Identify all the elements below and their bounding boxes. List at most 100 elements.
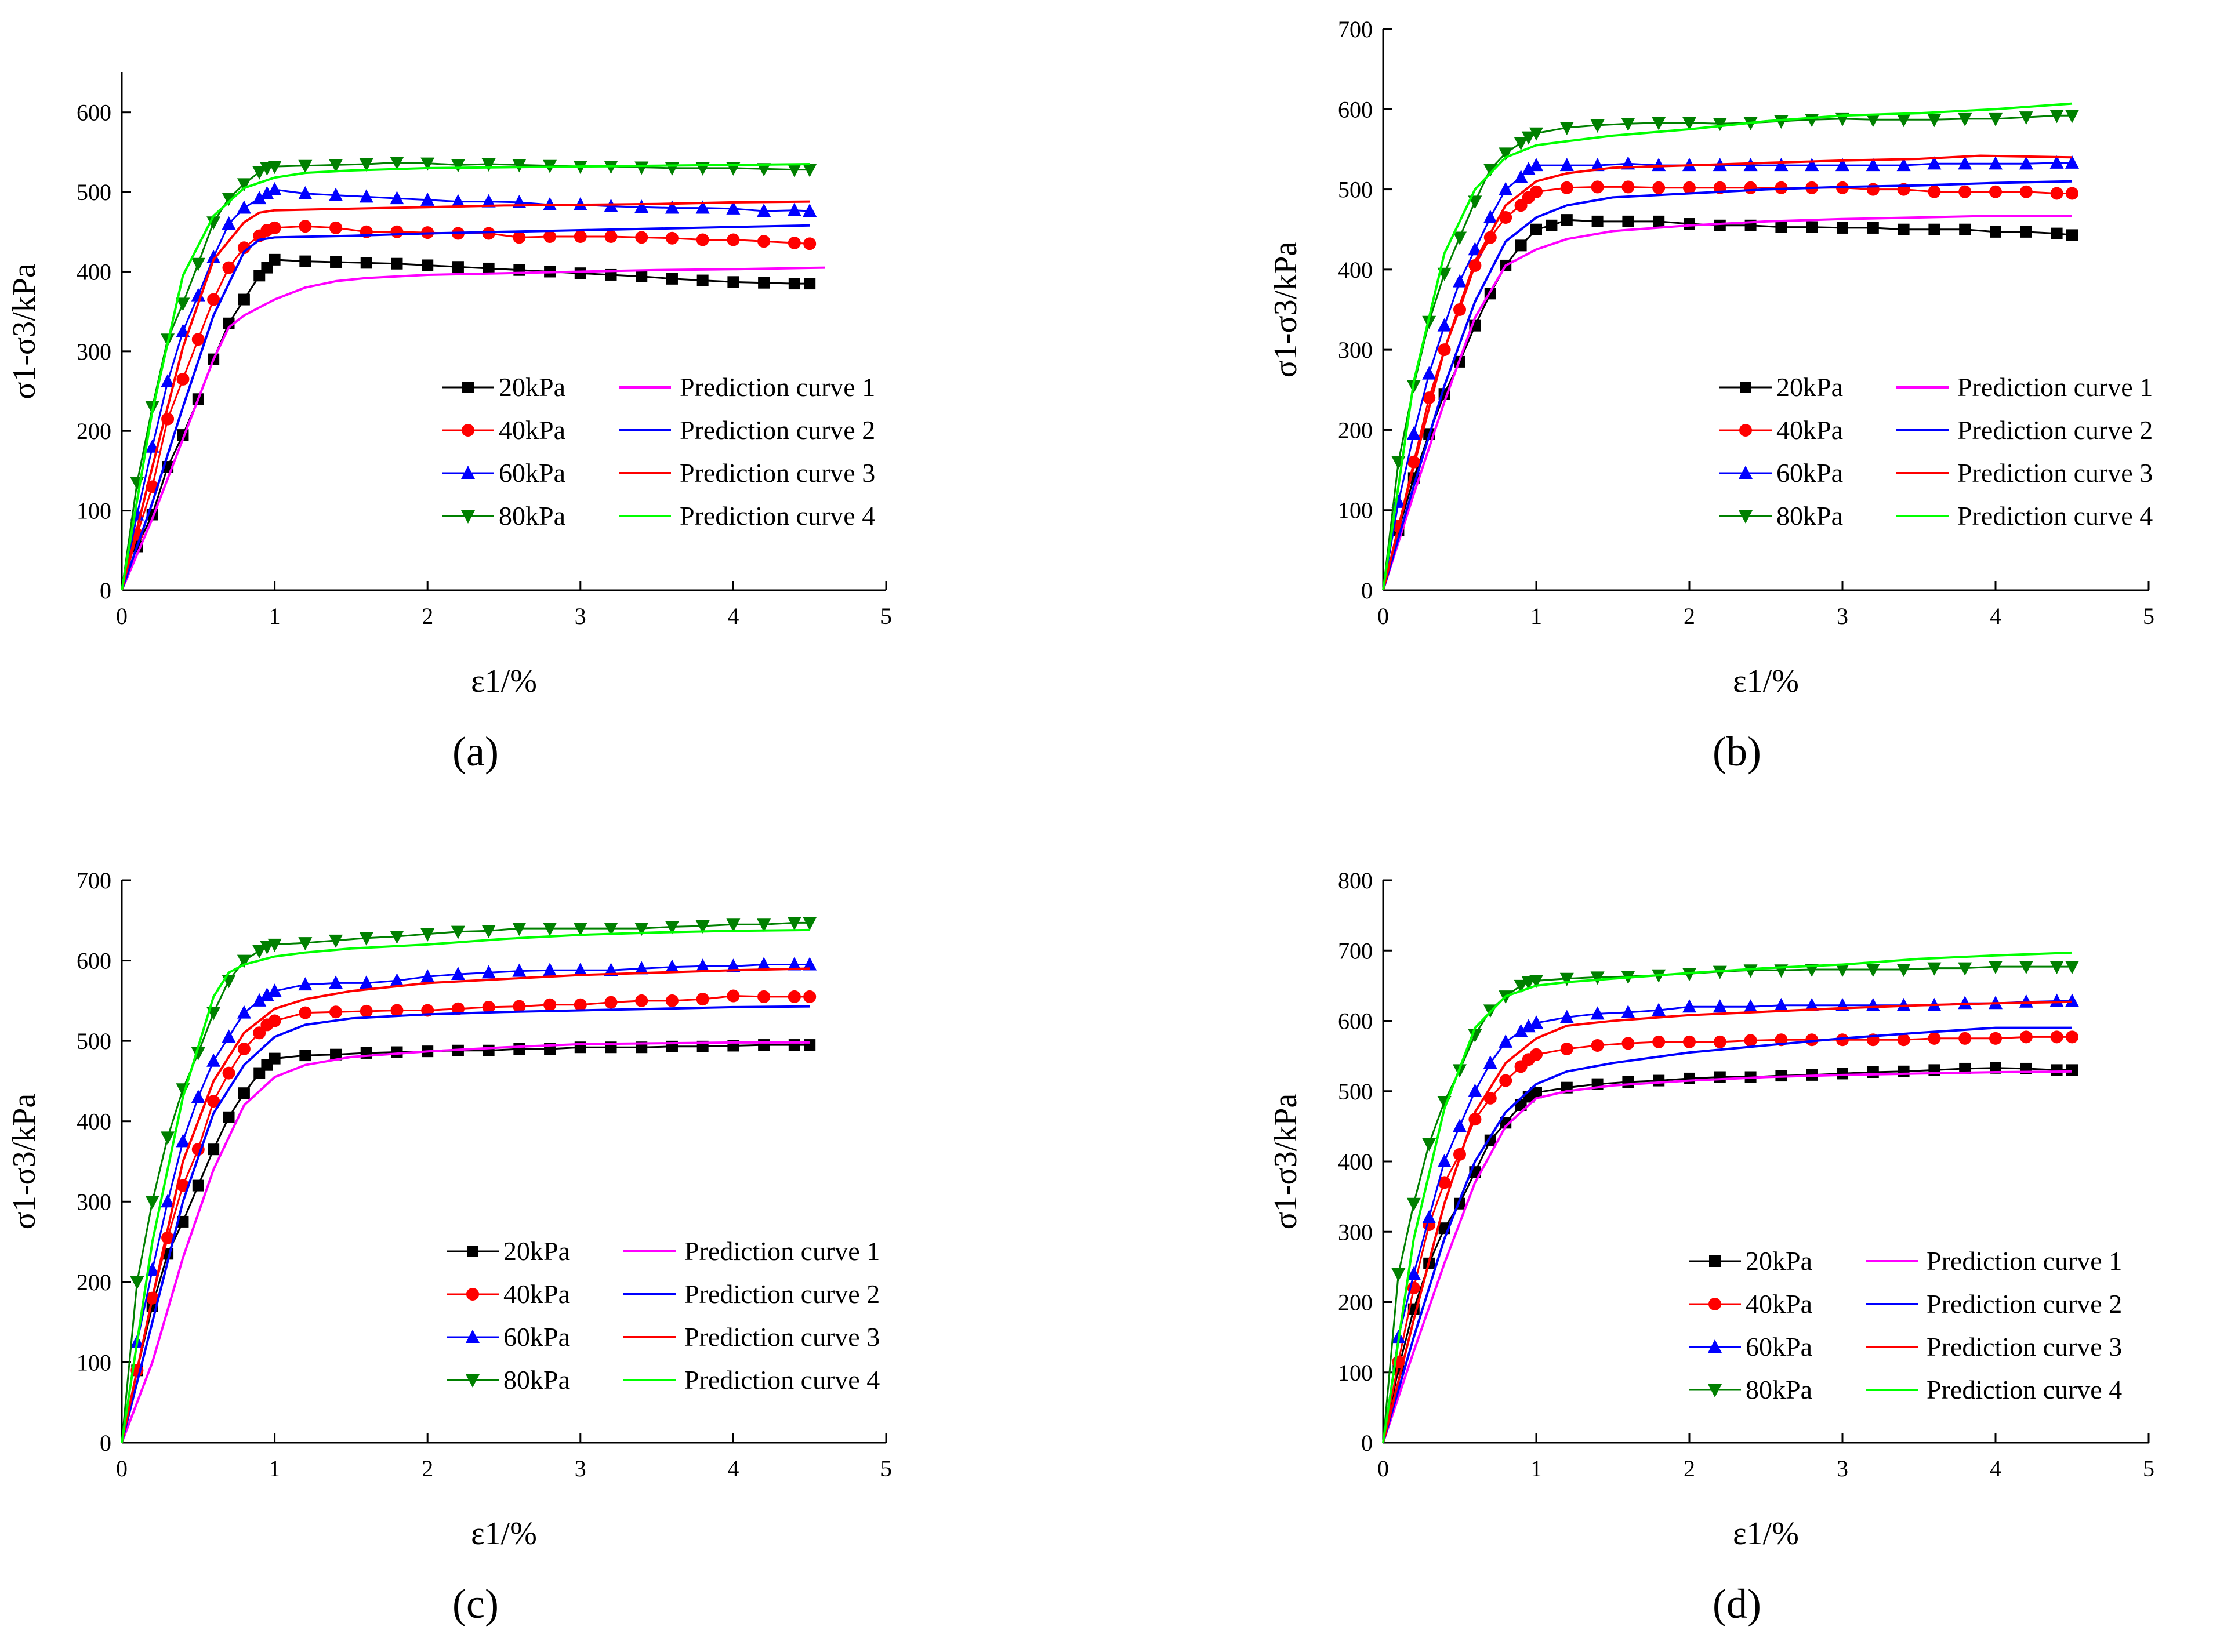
- data-point: [665, 994, 679, 1007]
- data-point: [803, 237, 817, 250]
- x-axis-label: ε1/%: [1733, 1516, 1799, 1552]
- data-point: [390, 191, 404, 205]
- data-point: [727, 276, 739, 288]
- data-point: [422, 259, 434, 271]
- data-point: [665, 231, 679, 245]
- data-point: [252, 191, 267, 205]
- data-point: [1898, 223, 1910, 235]
- data-point: [757, 990, 771, 1003]
- data-point: [512, 159, 527, 173]
- y-tick-label: 200: [1338, 417, 1373, 443]
- data-point: [2049, 155, 2064, 169]
- data-point: [1561, 214, 1573, 226]
- data-point: [420, 192, 435, 206]
- data-point: [1837, 222, 1848, 234]
- data-point: [1406, 1197, 1421, 1211]
- data-point: [191, 1047, 205, 1061]
- data-point: [1514, 169, 1528, 183]
- y-tick-label: 0: [1361, 578, 1373, 604]
- data-point: [359, 158, 373, 172]
- data-point: [757, 918, 771, 932]
- data-point: [2050, 1030, 2063, 1044]
- data-point: [1453, 1119, 1467, 1132]
- data-point: [207, 293, 220, 306]
- data-point: [222, 193, 236, 206]
- y-tick-label: 500: [1338, 177, 1373, 203]
- data-point: [757, 957, 771, 971]
- data-point: [481, 194, 496, 208]
- data-point: [1928, 223, 1940, 235]
- data-point: [1521, 131, 1536, 145]
- data-point: [299, 255, 311, 267]
- data-point: [1499, 147, 1513, 161]
- y-tick-label: 0: [100, 578, 111, 604]
- series-line-60kpa: [1382, 162, 2072, 591]
- y-tick-label: 400: [77, 1109, 111, 1135]
- legend-marker: [466, 1374, 480, 1388]
- data-point: [2049, 993, 2064, 1007]
- data-point: [222, 216, 236, 230]
- data-point: [1958, 112, 1972, 126]
- data-point: [634, 923, 649, 936]
- chart-panel-c: 0 1 2 3 4 5 0 100 200 300 400 500 600 700 ε1/% σ1-σ3/kP…: [6, 867, 892, 1627]
- data-point: [1521, 162, 1536, 175]
- legend-label: Prediction curve 4: [1927, 1375, 2122, 1404]
- data-point: [329, 159, 343, 173]
- data-point: [1391, 1268, 1406, 1281]
- data-point: [2019, 994, 2033, 1008]
- data-point: [726, 201, 741, 215]
- legend-label: 80kPa: [1746, 1375, 1812, 1404]
- data-point: [1560, 1043, 1573, 1055]
- data-point: [787, 164, 801, 177]
- data-point: [604, 161, 618, 175]
- series-line-80kpa: [1382, 114, 2072, 591]
- y-tick-label: 300: [1338, 337, 1373, 363]
- data-point: [665, 921, 679, 935]
- y-axis-label: σ1-σ3/kPa: [6, 1094, 42, 1230]
- data-point: [1989, 156, 2003, 170]
- data-point: [512, 923, 527, 936]
- data-point: [390, 225, 404, 238]
- data-point: [1684, 1072, 1695, 1084]
- x-tick-label: 0: [1377, 1455, 1389, 1482]
- data-point: [1897, 1033, 1910, 1047]
- data-point: [2065, 155, 2079, 169]
- series-line-prediction-curve-4: [121, 928, 810, 1443]
- series-line-prediction-curve-2: [121, 224, 810, 591]
- data-point: [268, 1014, 281, 1027]
- data-point: [727, 233, 740, 246]
- data-point: [1958, 962, 1972, 976]
- x-tick-label: 1: [269, 603, 281, 629]
- data-point: [1805, 997, 1819, 1011]
- data-point: [1653, 1074, 1665, 1087]
- legend-label: Prediction curve 3: [684, 1322, 880, 1352]
- data-point: [2066, 229, 2078, 241]
- data-point: [574, 998, 587, 1011]
- data-point: [1621, 1037, 1635, 1050]
- data-point: [1682, 999, 1696, 1013]
- data-point: [237, 1005, 251, 1019]
- data-point: [1483, 164, 1497, 177]
- data-point: [483, 262, 495, 274]
- data-point: [483, 1044, 495, 1056]
- y-tick-label: 700: [77, 867, 111, 894]
- data-point: [222, 1029, 236, 1043]
- legend-label: Prediction curve 4: [680, 501, 875, 531]
- data-point: [1713, 965, 1727, 979]
- data-point: [2049, 110, 2064, 124]
- y-tick-label: 600: [77, 100, 111, 126]
- data-point: [803, 164, 817, 177]
- data-point: [2066, 187, 2078, 200]
- data-point: [695, 958, 710, 972]
- data-point: [451, 194, 465, 208]
- legend-label: 20kPa: [499, 372, 565, 402]
- x-tick-label: 3: [1837, 603, 1848, 629]
- data-point: [1989, 961, 2003, 975]
- series-line-60kpa: [121, 964, 810, 1443]
- chart-panel-d: 0 1 2 3 4 5 0 100 200 300 400 500 600 700 800 ε1/% σ1-σ3…: [1268, 867, 2154, 1627]
- data-point: [696, 233, 709, 246]
- legend-marker: [461, 466, 475, 479]
- data-point: [1836, 1033, 1849, 1047]
- panel-caption: (b): [1713, 728, 1761, 775]
